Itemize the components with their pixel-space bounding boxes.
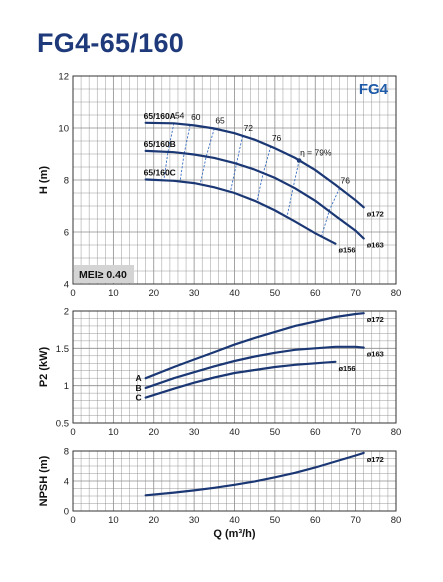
power-x-tick: 30 [189,427,200,438]
head-x-tick: 20 [148,288,159,299]
pump-series-tag: FG4 [359,81,389,98]
power-curve-c [144,360,337,399]
npsh-y-axis-label: NPSH (m) [38,455,50,506]
power-x-tick: 80 [391,427,402,438]
head-x-tick: 10 [108,288,119,299]
head-diameter-label: ø163 [367,241,384,250]
mei-label: MEI≥ 0.40 [79,269,127,281]
npsh-x-tick: 30 [189,515,200,526]
power-diameter-label: ø156 [338,364,355,373]
power-curve-label: C [136,393,142,403]
head-x-tick: 0 [70,288,75,299]
head-x-tick: 30 [189,288,200,299]
power-curve-label: A [136,373,142,383]
power-curve-label: B [136,383,142,393]
power-y-tick: 0.5 [56,419,69,430]
power-x-tick: 60 [310,427,321,438]
head-frame [72,75,397,285]
power-x-tick: 0 [70,427,75,438]
npsh-x-tick: 0 [70,515,75,526]
head-diameter-label: ø172 [367,209,384,218]
head-curve-65-160b [144,149,365,240]
head-y-axis-label: H (m) [38,166,50,194]
head-curve-65-160c [144,178,337,245]
npsh-frame [72,450,397,512]
power-x-tick: 10 [108,427,119,438]
head-x-tick: 70 [350,288,361,299]
head-y-tick: 12 [58,72,69,83]
npsh-x-tick: 80 [391,515,402,526]
head-curve-label: 65/160A [144,111,176,121]
power-y-tick: 1.5 [56,344,69,355]
npsh-x-tick: 60 [310,515,321,526]
power-x-tick: 70 [350,427,361,438]
efficiency-label: 72 [244,123,254,133]
head-y-tick: 4 [64,280,69,291]
power-y-tick: 1 [64,381,69,392]
power-y-axis-label: P2 (kW) [38,346,50,387]
efficiency-label: 60 [191,112,201,122]
efficiency-label: 65 [215,116,225,126]
npsh-y-tick: 8 [64,447,69,458]
npsh-x-tick: 10 [108,515,119,526]
head-curve-label: 65/160C [144,167,176,177]
efficiency-label: 76 [340,175,350,185]
npsh-x-tick: 40 [229,515,240,526]
power-y-tick: 2 [64,307,69,318]
power-frame [72,310,397,424]
head-x-tick: 60 [310,288,321,299]
npsh-y-tick: 0 [64,507,69,518]
head-y-tick: 6 [64,228,69,239]
best-efficiency-point [296,158,302,163]
head-diameter-label: ø156 [338,246,355,255]
mei-badge [74,265,134,283]
npsh-curve-npsh [144,451,365,497]
efficiency-label: 76 [272,133,282,143]
head-x-tick: 80 [391,288,402,299]
head-y-tick: 10 [58,124,69,135]
head-x-tick: 50 [270,288,281,299]
head-curve-65-160a [144,121,365,209]
npsh-x-tick: 20 [148,515,159,526]
efficiency-label: 54 [175,110,185,120]
page-title: FG4-65/160 [37,28,185,58]
head-x-tick: 40 [229,288,240,299]
npsh-x-tick: 70 [350,515,361,526]
head-curve-label: 65/160B [144,139,176,149]
power-curve-b [144,345,365,389]
efficiency-line [199,128,215,185]
npsh-y-tick: 4 [64,477,69,488]
power-x-tick: 20 [148,427,159,438]
power-diameter-label: ø172 [367,315,384,324]
npsh-x-axis-label: Q (m³/h) [213,528,255,540]
power-diameter-label: ø163 [367,350,384,359]
npsh-x-tick: 50 [270,515,281,526]
power-curve-a [144,312,365,380]
power-x-tick: 40 [229,427,240,438]
power-x-tick: 50 [270,427,281,438]
efficiency-label: η = 79% [300,148,332,158]
npsh-diameter-label: ø172 [367,455,384,464]
head-y-tick: 8 [64,176,69,187]
